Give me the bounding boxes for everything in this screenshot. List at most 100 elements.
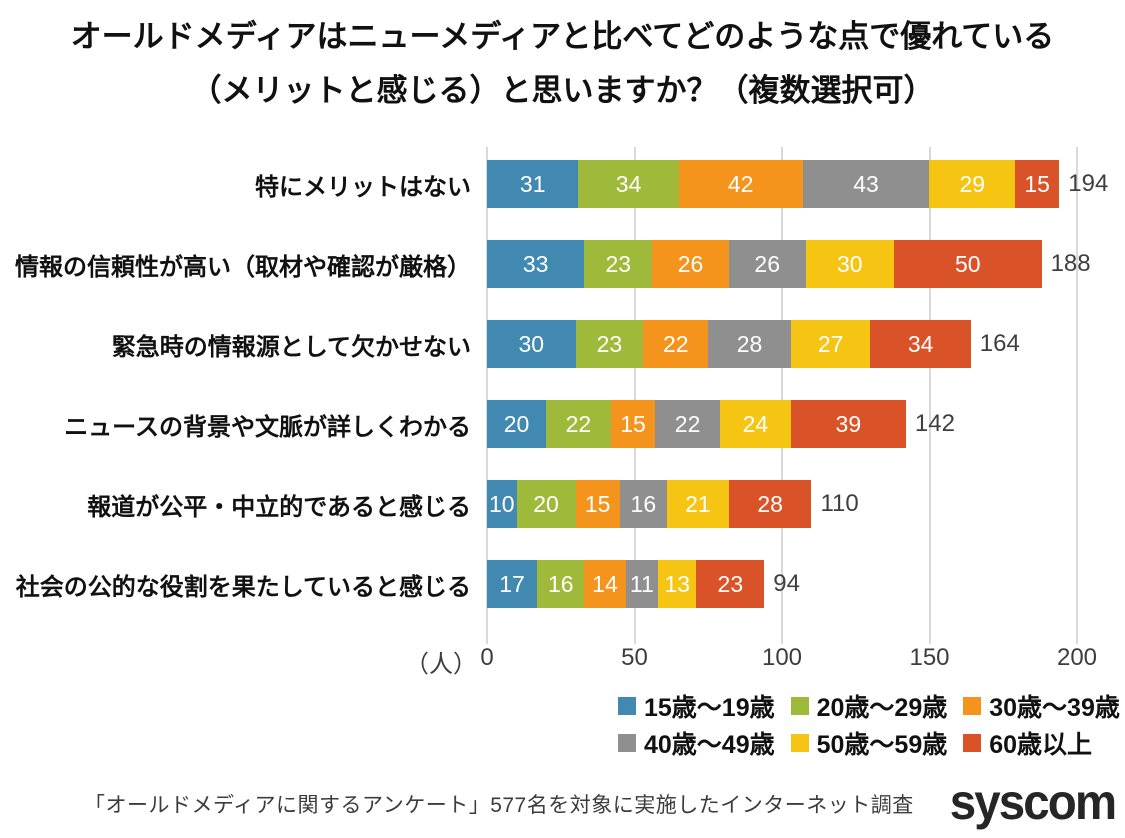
bar-segment: 22	[546, 400, 611, 448]
x-tick-label: 200	[1056, 644, 1098, 671]
bar-segment: 29	[929, 160, 1016, 208]
legend-swatch	[618, 733, 636, 752]
gridline	[781, 147, 783, 644]
legend-label: 50歳〜59歳	[816, 730, 948, 759]
bar-segment: 11	[625, 560, 659, 608]
bar-segment: 39	[790, 400, 906, 448]
total-label: 194	[1068, 170, 1109, 197]
bar-segment: 28	[708, 320, 791, 368]
legend-swatch	[963, 696, 982, 715]
bar-segment: 42	[678, 160, 803, 208]
bar-segment: 20	[487, 400, 546, 448]
legend-item: 30歳〜39歳	[963, 688, 1120, 724]
bar-segment: 50	[894, 240, 1042, 288]
bar-segment: 22	[643, 320, 709, 368]
stacked-bar: 30 23 22 28 27 34	[487, 320, 971, 368]
total-label: 164	[979, 330, 1020, 357]
bar-segment: 20	[516, 480, 576, 528]
legend-label: 30歳〜39歳	[989, 693, 1120, 722]
bar-segment: 23	[575, 320, 644, 368]
x-tick-label: 100	[761, 644, 803, 671]
bar-segment: 16	[619, 480, 667, 528]
chart-row: 社会の公的な役割を果たしていると感じる 17 16 14 11 13 23 94	[0, 544, 1125, 624]
x-axis-unit-label: （人）	[405, 651, 477, 678]
category-label: 社会の公的な役割を果たしていると感じる	[15, 573, 471, 601]
x-tick-label: 0	[480, 644, 494, 671]
syscom-logo: syscom	[949, 774, 1116, 830]
legend-row: 15歳〜19歳 20歳〜29歳 30歳〜39歳	[618, 687, 1120, 724]
bar-segment: 26	[652, 240, 729, 288]
chart-rows: 特にメリットはない 31 34 42 43 29 15 194 情報の信頼性が高い（取材や確認が…	[0, 144, 1125, 624]
bar-segment: 15	[1015, 160, 1060, 208]
gridline	[1076, 147, 1078, 644]
chart-title-line2: （メリットと感じる）と思いますか？（複数選択可）	[190, 73, 935, 108]
legend-item: 40歳〜49歳	[618, 725, 775, 761]
legend-label: 20歳〜29歳	[816, 693, 948, 722]
chart-row: 情報の信頼性が高い（取材や確認が厳格） 33 23 26 26 30 50 188	[0, 224, 1125, 304]
category-label: 報道が公平・中立的であると感じる	[87, 493, 471, 521]
gridline	[928, 147, 931, 644]
chart-row: 報道が公平・中立的であると感じる 10 20 15 16 21 28 110	[0, 464, 1125, 544]
plot-area	[486, 147, 1078, 644]
chart-title: オールドメディアはニューメディアと比べてどのような点で優れている （メリットと感…	[0, 10, 1125, 118]
bar-segment: 15	[610, 400, 656, 448]
bar-segment: 34	[578, 160, 679, 208]
legend-swatch	[618, 696, 636, 715]
category-label: 情報の信頼性が高い（取材や確認が厳格）	[15, 253, 471, 281]
category-label: ニュースの背景や文脈が詳しくわかる	[64, 413, 471, 441]
x-tick-label: 50	[621, 644, 648, 671]
footer-note: 「オールドメディアに関するアンケート」577名を対象に実施したインターネット調査	[84, 794, 914, 817]
bar-segment: 17	[487, 560, 538, 608]
total-label: 142	[914, 410, 955, 437]
chart-row: ニュースの背景や文脈が詳しくわかる 20 22 15 22 24 39 142	[0, 384, 1125, 464]
legend-swatch	[963, 733, 982, 752]
bar-segment: 13	[658, 560, 697, 608]
stacked-bar: 33 23 26 26 30 50	[487, 240, 1042, 288]
legend-item: 15歳〜19歳	[618, 688, 775, 724]
stacked-bar: 20 22 15 22 24 39	[487, 400, 906, 448]
total-label: 188	[1050, 250, 1091, 277]
bar-segment: 16	[537, 560, 585, 608]
bar-segment: 34	[870, 320, 971, 368]
bar-segment: 43	[802, 160, 930, 208]
chart-row: 緊急時の情報源として欠かせない 30 23 22 28 27 34 164	[0, 304, 1125, 384]
legend-label: 60歳以上	[989, 730, 1093, 759]
legend-label: 40歳〜49歳	[644, 730, 775, 759]
bar-segment: 28	[728, 480, 812, 528]
gridline	[486, 147, 488, 644]
bar-segment: 15	[575, 480, 620, 528]
gridline	[633, 147, 636, 644]
bar-segment: 30	[805, 240, 895, 288]
bar-segment: 27	[790, 320, 871, 368]
bar-segment: 23	[584, 240, 653, 288]
bar-segment: 26	[728, 240, 806, 288]
legend-row: 40歳〜49歳 50歳〜59歳 60歳以上	[618, 724, 1120, 761]
bar-segment: 10	[487, 480, 517, 528]
bar-segment: 23	[696, 560, 765, 608]
category-label: 特にメリットはない	[255, 173, 471, 201]
legend-item: 50歳〜59歳	[790, 725, 948, 761]
bar-segment: 33	[487, 240, 585, 288]
stacked-bar: 17 16 14 11 13 23	[487, 560, 765, 608]
chart-title-line1: オールドメディアはニューメディアと比べてどのような点で優れている	[70, 19, 1055, 54]
bar-segment: 14	[584, 560, 626, 608]
category-label: 緊急時の情報源として欠かせない	[111, 333, 471, 361]
x-tick-label: 150	[909, 644, 950, 671]
legend-item: 60歳以上	[963, 725, 1092, 761]
bar-segment: 21	[666, 480, 729, 528]
legend-swatch	[790, 733, 809, 752]
legend-item: 20歳〜29歳	[790, 688, 948, 724]
bar-segment: 31	[487, 160, 579, 208]
legend-label: 15歳〜19歳	[644, 693, 775, 722]
bar-segment: 22	[655, 400, 721, 448]
x-axis: （人） 0 50 100 150 200	[405, 644, 1097, 678]
stacked-bar: 10 20 15 16 21 28	[487, 480, 812, 528]
total-label: 94	[773, 570, 800, 597]
legend: 15歳〜19歳 20歳〜29歳 30歳〜39歳 40歳〜49歳 50歳〜59歳 60歳以上	[618, 687, 1120, 761]
stacked-bar: 31 34 42 43 29 15	[487, 160, 1060, 208]
bar-segment: 30	[487, 320, 576, 368]
legend-swatch	[790, 696, 809, 715]
bar-segment: 24	[720, 400, 791, 448]
chart-row: 特にメリットはない 31 34 42 43 29 15 194	[0, 144, 1125, 224]
